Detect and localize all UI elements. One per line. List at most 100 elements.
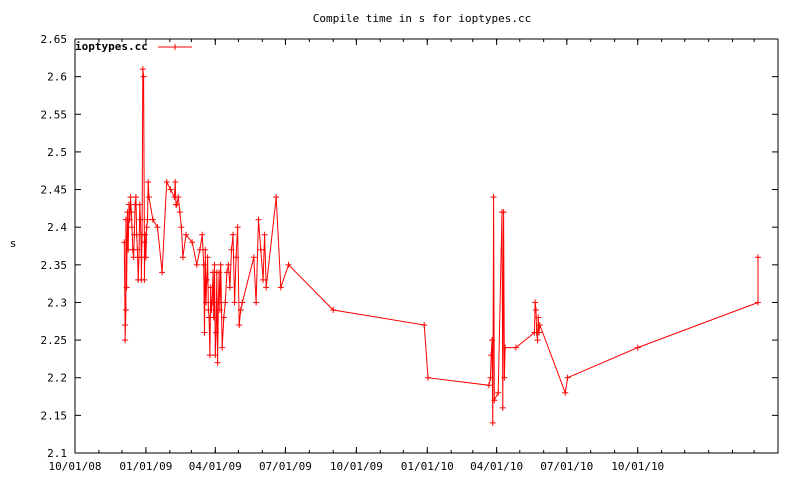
- data-point: [199, 231, 206, 238]
- data-point: [210, 314, 217, 321]
- data-point: [216, 306, 223, 313]
- data-point: [234, 224, 241, 231]
- data-point: [536, 329, 543, 336]
- data-point: [142, 254, 149, 261]
- axes: 2.1 2.15 2.2 2.25 2.3 2.35 2.4 2.45 2.5 2.55 2.6 2.…: [41, 33, 779, 473]
- data-point: [536, 322, 543, 329]
- data-point: [137, 216, 144, 223]
- data-point: [255, 216, 262, 223]
- data-point: [134, 246, 141, 253]
- data-point: [330, 306, 337, 313]
- data-point: [208, 306, 215, 313]
- data-point: [122, 322, 129, 329]
- data-point: [225, 261, 232, 268]
- legend-label: ioptypes.cc: [75, 40, 148, 53]
- data-point: [136, 201, 143, 208]
- data-point: [159, 269, 166, 276]
- y-tick-label: 2.1: [47, 447, 67, 460]
- data-point: [196, 246, 203, 253]
- data-point: [211, 261, 218, 268]
- data-point: [532, 306, 539, 313]
- data-point: [250, 254, 257, 261]
- data-point: [173, 201, 180, 208]
- data-point: [222, 299, 229, 306]
- data-point: [273, 194, 280, 201]
- data-point: [183, 231, 189, 238]
- data-point: [149, 216, 156, 223]
- data-point: [125, 201, 132, 208]
- data-point: [130, 254, 137, 261]
- data-point: [564, 374, 571, 381]
- data-point: [489, 419, 496, 426]
- data-point: [488, 352, 495, 359]
- data-point: [260, 276, 267, 283]
- data-point: [167, 186, 174, 193]
- data-point: [754, 299, 761, 306]
- x-tick-label: 07/01/09: [259, 460, 312, 473]
- data-point: [141, 239, 148, 246]
- x-tick-label: 04/01/09: [189, 460, 242, 473]
- data-point: [228, 246, 235, 253]
- data-point: [145, 179, 152, 186]
- y-tick-label: 2.65: [41, 33, 68, 46]
- data-point: [133, 231, 140, 238]
- data-point: [142, 231, 149, 238]
- data-point: [132, 194, 139, 201]
- y-tick-label: 2.5: [47, 146, 67, 159]
- data-point: [178, 224, 185, 231]
- data-point: [176, 209, 183, 216]
- data-point: [253, 299, 260, 306]
- data-point: [489, 337, 496, 344]
- data-point: [144, 216, 151, 223]
- data-point: [141, 276, 148, 283]
- x-tick-label: 10/01/09: [330, 460, 383, 473]
- data-point: [501, 374, 508, 381]
- data-point: [122, 306, 129, 313]
- data-point: [209, 299, 216, 306]
- y-tick-label: 2.4: [47, 221, 67, 234]
- data-point: [535, 314, 542, 321]
- data-point: [485, 382, 492, 389]
- data-point: [128, 209, 135, 216]
- y-tick-label: 2.35: [41, 259, 68, 272]
- data-point: [277, 284, 284, 291]
- x-tick-label: 01/01/10: [401, 460, 454, 473]
- data-point: [512, 344, 519, 351]
- y-tick-label: 2.45: [41, 184, 68, 197]
- data-point: [754, 254, 761, 261]
- data-point: [534, 337, 541, 344]
- data-point: [425, 374, 432, 381]
- x-tick-label: 07/01/10: [540, 460, 593, 473]
- data-point: [532, 299, 539, 306]
- legend: ioptypes.cc: [75, 40, 192, 53]
- data-point: [239, 299, 246, 306]
- y-axis-label: s: [10, 237, 17, 250]
- data-point: [634, 344, 641, 351]
- data-point: [487, 374, 494, 381]
- data-point: [219, 344, 226, 351]
- data-point: [175, 194, 182, 201]
- y-tick-label: 2.2: [47, 372, 67, 385]
- data-point: [204, 254, 211, 261]
- data-point: [123, 284, 130, 291]
- data-point: [562, 389, 569, 396]
- data-point: [491, 397, 498, 404]
- x-tick-label: 01/01/09: [119, 460, 172, 473]
- data-point: [237, 306, 244, 313]
- data-point: [129, 224, 136, 231]
- data-point: [216, 269, 223, 276]
- y-tick-label: 2.6: [47, 71, 67, 84]
- data-point: [200, 261, 207, 268]
- data-point: [263, 284, 270, 291]
- data-point: [215, 299, 222, 306]
- data-point: [223, 269, 230, 276]
- data-point: [213, 329, 220, 336]
- data-point: [121, 239, 128, 246]
- x-tick-label: 04/01/10: [470, 460, 523, 473]
- data-point: [490, 194, 497, 201]
- data-point: [189, 239, 196, 246]
- x-tick-label: 10/01/08: [49, 460, 102, 473]
- data-point: [203, 276, 210, 283]
- data-point: [495, 389, 502, 396]
